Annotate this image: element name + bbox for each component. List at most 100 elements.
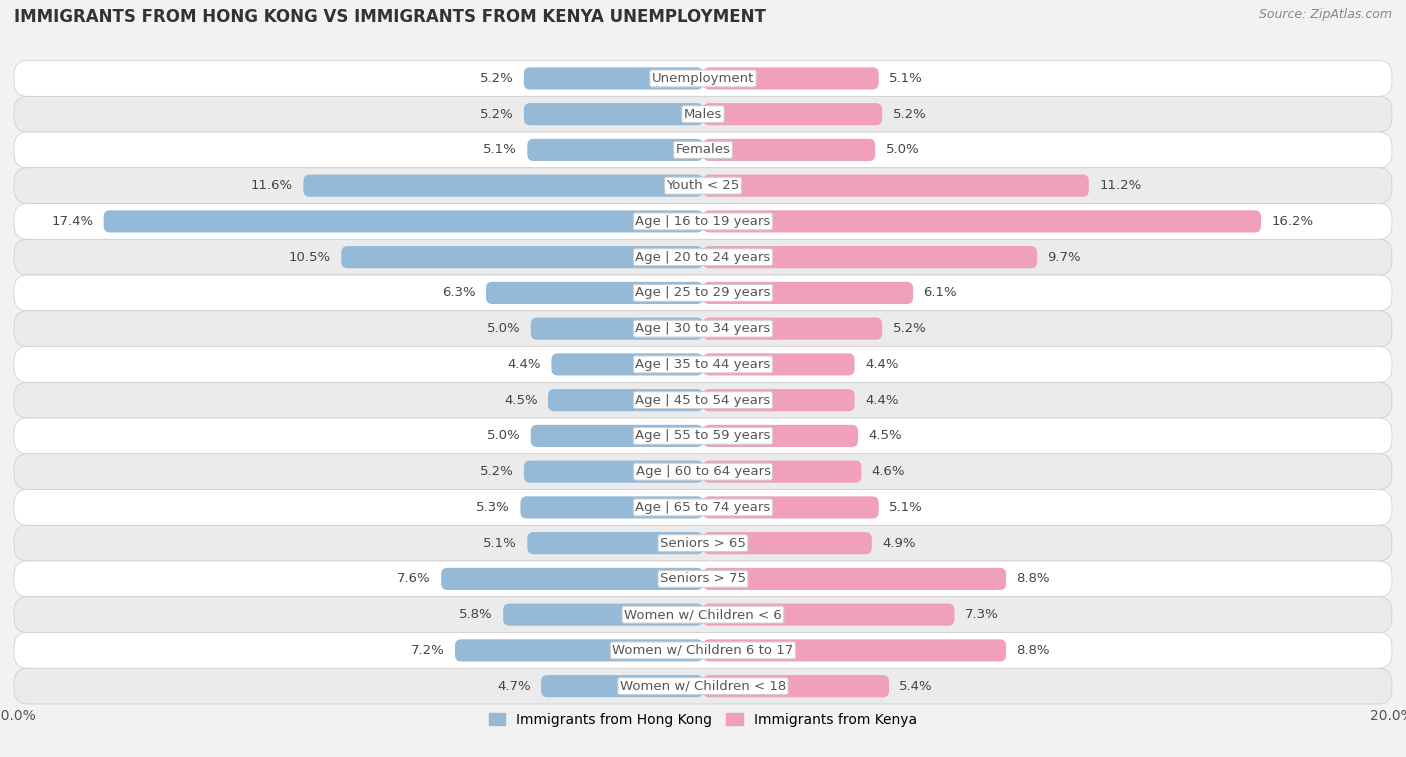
Text: Age | 65 to 74 years: Age | 65 to 74 years [636,501,770,514]
Text: 11.2%: 11.2% [1099,179,1142,192]
Text: Age | 20 to 24 years: Age | 20 to 24 years [636,251,770,263]
FancyBboxPatch shape [486,282,703,304]
FancyBboxPatch shape [14,61,1392,96]
Text: 5.1%: 5.1% [889,72,922,85]
FancyBboxPatch shape [14,275,1392,311]
Text: 16.2%: 16.2% [1271,215,1313,228]
FancyBboxPatch shape [548,389,703,411]
Text: 5.2%: 5.2% [479,107,513,120]
Text: 5.0%: 5.0% [486,322,520,335]
Text: 4.6%: 4.6% [872,465,905,478]
Text: Age | 16 to 19 years: Age | 16 to 19 years [636,215,770,228]
FancyBboxPatch shape [703,318,882,340]
Text: Age | 25 to 29 years: Age | 25 to 29 years [636,286,770,300]
FancyBboxPatch shape [703,175,1088,197]
FancyBboxPatch shape [551,354,703,375]
FancyBboxPatch shape [14,490,1392,525]
Text: 4.4%: 4.4% [865,358,898,371]
FancyBboxPatch shape [703,675,889,697]
Text: Seniors > 65: Seniors > 65 [659,537,747,550]
FancyBboxPatch shape [456,640,703,662]
FancyBboxPatch shape [14,382,1392,418]
Text: Age | 60 to 64 years: Age | 60 to 64 years [636,465,770,478]
Text: 9.7%: 9.7% [1047,251,1081,263]
Text: 6.3%: 6.3% [441,286,475,300]
FancyBboxPatch shape [524,67,703,89]
Text: 5.0%: 5.0% [486,429,520,442]
FancyBboxPatch shape [14,633,1392,668]
Text: 4.5%: 4.5% [869,429,903,442]
Text: 5.4%: 5.4% [900,680,934,693]
FancyBboxPatch shape [703,389,855,411]
Text: Females: Females [675,143,731,157]
Text: Women w/ Children 6 to 17: Women w/ Children 6 to 17 [613,644,793,657]
Text: 4.9%: 4.9% [882,537,915,550]
Text: Women w/ Children < 18: Women w/ Children < 18 [620,680,786,693]
Text: Age | 45 to 54 years: Age | 45 to 54 years [636,394,770,407]
FancyBboxPatch shape [104,210,703,232]
Text: 10.5%: 10.5% [288,251,330,263]
FancyBboxPatch shape [14,311,1392,347]
FancyBboxPatch shape [703,568,1007,590]
Text: 5.8%: 5.8% [460,608,494,621]
Text: 4.4%: 4.4% [865,394,898,407]
Text: 5.2%: 5.2% [893,107,927,120]
Text: IMMIGRANTS FROM HONG KONG VS IMMIGRANTS FROM KENYA UNEMPLOYMENT: IMMIGRANTS FROM HONG KONG VS IMMIGRANTS … [14,8,766,26]
Text: Seniors > 75: Seniors > 75 [659,572,747,585]
FancyBboxPatch shape [14,96,1392,132]
FancyBboxPatch shape [14,453,1392,490]
Text: 4.4%: 4.4% [508,358,541,371]
FancyBboxPatch shape [703,425,858,447]
FancyBboxPatch shape [531,425,703,447]
FancyBboxPatch shape [531,318,703,340]
FancyBboxPatch shape [524,460,703,483]
FancyBboxPatch shape [14,597,1392,633]
FancyBboxPatch shape [14,347,1392,382]
Text: Age | 55 to 59 years: Age | 55 to 59 years [636,429,770,442]
FancyBboxPatch shape [703,354,855,375]
Text: 8.8%: 8.8% [1017,572,1050,585]
FancyBboxPatch shape [14,239,1392,275]
Text: 5.3%: 5.3% [477,501,510,514]
Text: Youth < 25: Youth < 25 [666,179,740,192]
FancyBboxPatch shape [703,603,955,626]
FancyBboxPatch shape [527,532,703,554]
FancyBboxPatch shape [703,282,912,304]
FancyBboxPatch shape [703,246,1038,268]
Text: 5.0%: 5.0% [886,143,920,157]
Text: Unemployment: Unemployment [652,72,754,85]
FancyBboxPatch shape [503,603,703,626]
Text: 5.2%: 5.2% [479,465,513,478]
FancyBboxPatch shape [541,675,703,697]
Text: 7.6%: 7.6% [398,572,430,585]
FancyBboxPatch shape [14,561,1392,597]
Legend: Immigrants from Hong Kong, Immigrants from Kenya: Immigrants from Hong Kong, Immigrants fr… [484,707,922,733]
FancyBboxPatch shape [520,497,703,519]
Text: 8.8%: 8.8% [1017,644,1050,657]
Text: Source: ZipAtlas.com: Source: ZipAtlas.com [1258,8,1392,20]
Text: 6.1%: 6.1% [924,286,957,300]
FancyBboxPatch shape [703,532,872,554]
Text: Women w/ Children < 6: Women w/ Children < 6 [624,608,782,621]
Text: 5.1%: 5.1% [484,537,517,550]
Text: 5.1%: 5.1% [484,143,517,157]
FancyBboxPatch shape [527,139,703,161]
Text: 7.3%: 7.3% [965,608,998,621]
Text: 5.2%: 5.2% [893,322,927,335]
FancyBboxPatch shape [703,139,875,161]
FancyBboxPatch shape [441,568,703,590]
Text: 5.1%: 5.1% [889,501,922,514]
FancyBboxPatch shape [14,525,1392,561]
FancyBboxPatch shape [14,204,1392,239]
Text: 11.6%: 11.6% [250,179,292,192]
Text: Age | 30 to 34 years: Age | 30 to 34 years [636,322,770,335]
Text: 4.7%: 4.7% [498,680,531,693]
Text: 5.2%: 5.2% [479,72,513,85]
FancyBboxPatch shape [342,246,703,268]
FancyBboxPatch shape [703,640,1007,662]
Text: Males: Males [683,107,723,120]
FancyBboxPatch shape [14,168,1392,204]
FancyBboxPatch shape [524,103,703,125]
FancyBboxPatch shape [14,418,1392,453]
FancyBboxPatch shape [703,210,1261,232]
